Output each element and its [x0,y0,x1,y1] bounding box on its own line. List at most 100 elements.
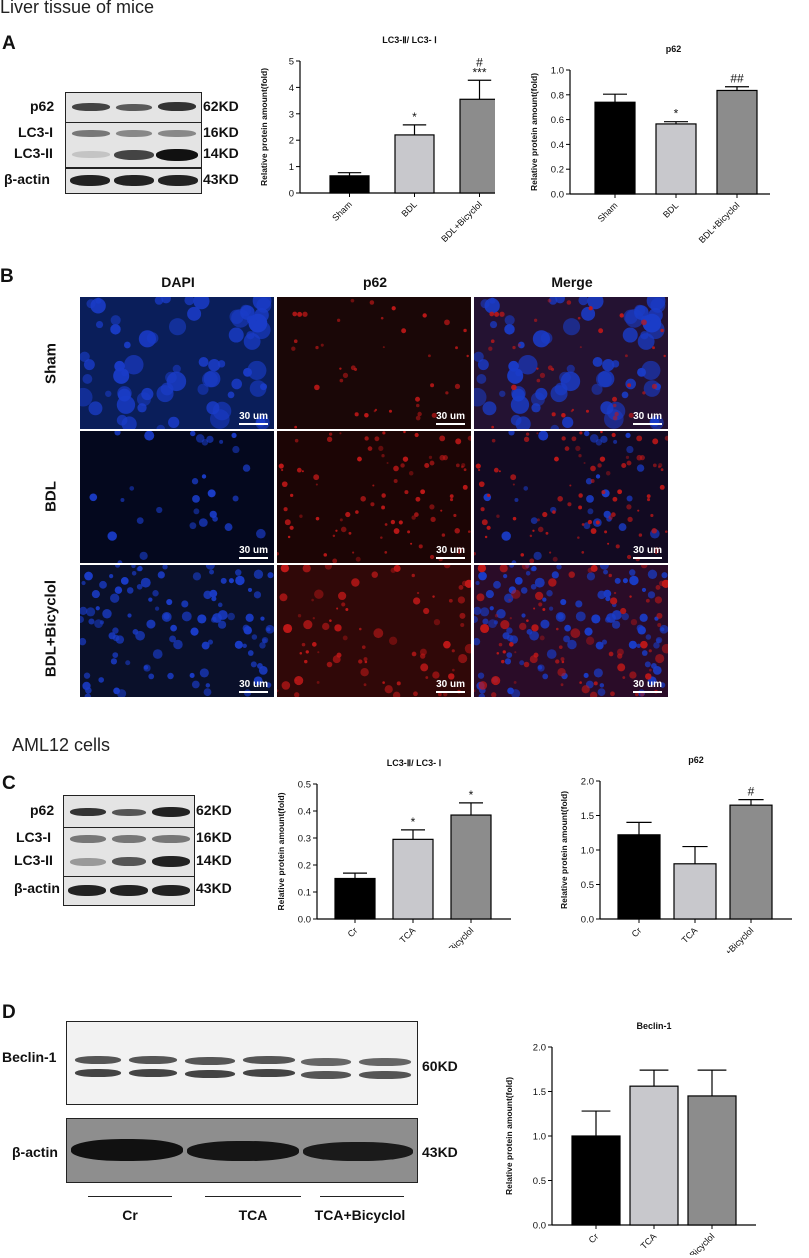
y-tick-label: 0.2 [551,165,564,176]
x-tick-label: BDL [661,200,680,219]
chart-title: p62 [666,44,682,54]
y-tick-label: 1.5 [533,1087,546,1098]
significance-mark: # [476,55,483,69]
blot-c-kd-actin: 43KD [196,880,232,896]
scale-bar-label: 30 um [633,679,662,690]
significance-mark: * [412,110,417,124]
if-row-bdl: BDL [42,481,60,512]
scale-bar: 30 um [633,545,662,559]
blot-c-label-lc3ii: LC3-II [14,852,53,868]
y-axis-label: Relative protein amount(fold) [504,1077,514,1195]
chart-a1: LC3-Ⅱ/ LC3- Ⅰ Relative protein amount(fol… [259,35,495,244]
bar-cr [334,877,376,920]
if-col-dapi: DAPI [161,274,195,290]
scale-bar: 30 um [436,545,465,559]
micrograph-sham-p62: 30 um [277,297,471,429]
blot-c-kd-lc3i: 16KD [196,829,232,845]
micrograph-sham-merge: 30 um [474,297,668,429]
bar-bdl [655,123,697,195]
if-col-p62: p62 [362,274,388,290]
blot-a-label-actin: β-actin [4,171,50,187]
micrograph-bdl-merge: 30 um [474,431,668,563]
y-axis-label: Relative protein amount(fold) [259,68,269,186]
section-title-aml12: AML12 cells [12,735,111,755]
y-tick-label: 1.0 [551,66,564,77]
blot-a-p62-strip [65,92,202,124]
x-tick-label: Sham [596,200,620,224]
blot-c-label-actin: β-actin [14,880,60,896]
bar-tca [392,838,434,920]
bar-tca-bicyclol [729,804,773,920]
blot-d-beclin-strip [66,1021,418,1105]
y-tick-label: 0.4 [551,140,564,151]
group-label-tca: TCA [238,1207,268,1223]
blot-a-kd-p62: 62KD [203,98,239,114]
bar-tca-bicyclol [687,1095,737,1226]
bar-bdl [394,134,435,194]
blot-a-kd-lc3ii: 14KD [203,145,239,161]
blot-a-lc3-strip [65,122,202,168]
group-line-tca-bicyclol [320,1196,404,1197]
blot-d-actin-strip [66,1118,418,1183]
chart-c2: p62 Relative protein amount(fold) 0.0 0.5 1.… [559,755,792,953]
scale-bar-line [239,557,268,559]
y-tick-label: 2 [289,136,294,147]
significance-mark: * [469,788,474,802]
if-row-sham: Sham [42,343,60,384]
group-label-cr: Cr [122,1207,138,1223]
bar-sham [329,175,370,194]
blot-c-actin-strip [63,876,195,906]
scale-bar-line [436,557,465,559]
bar-bdl-bicyclol [459,98,495,194]
x-tick-label: TCA+Bicyclol [430,925,475,948]
chart-c1: LC3-Ⅱ/ LC3- Ⅰ Relative protein amount(fol… [276,758,511,948]
y-tick-label: 0.8 [551,90,564,101]
blot-d-label-beclin: Beclin-1 [2,1049,57,1065]
y-tick-label: 1 [289,162,294,173]
blot-c-label-lc3i: LC3-I [16,829,51,845]
panel-letter-d: D [2,1002,16,1023]
y-axis-label: Relative protein amount(fold) [559,791,569,909]
x-tick-label: Sham [330,199,354,223]
if-row-bdl-bicyclol: BDL+Bicyclol [42,579,60,678]
y-axis-label: Relative protein amount(fold) [529,73,539,191]
panel-letter-c: C [2,773,16,794]
y-axis-label: Relative protein amount(fold) [276,792,286,910]
scale-bar-line [239,691,268,693]
chart-title: p62 [688,755,704,765]
if-col-merge: Merge [551,274,593,290]
chart-a2: p62 Relative protein amount(fold) 0.0 0.2 0.… [529,44,770,245]
y-tick-label: 0.3 [298,834,311,845]
micrograph-bdl-dapi: 30 um [80,431,274,563]
micrograph-bdl-bicyclol-merge: 30 um [474,565,668,697]
bar-tca-bicyclol [450,814,492,920]
x-tick-label: Cr [587,1231,601,1245]
y-tick-label: 0.6 [551,115,564,126]
significance-mark: *** [472,65,486,79]
scale-bar: 30 um [633,679,662,693]
blot-d-label-actin: β-actin [12,1144,58,1160]
y-tick-label: 1.0 [581,846,594,857]
y-tick-label: 1.5 [581,811,594,822]
scale-bar: 30 um [633,411,662,425]
scale-bar-label: 30 um [436,679,465,690]
section-title-liver: Liver tissue of mice [0,0,155,17]
blot-a-label-p62: p62 [30,98,55,114]
significance-mark: * [411,815,416,829]
scale-bar-label: 30 um [239,411,268,422]
chart-title: LC3-Ⅱ/ LC3- Ⅰ [382,35,437,45]
y-tick-label: 0.2 [298,861,311,872]
panel-letter-b: B [0,266,14,287]
scale-bar-line [239,423,268,425]
blot-d-kd-beclin: 60KD [422,1058,458,1074]
significance-mark: ## [730,72,744,86]
micrograph-bdl-bicyclol-dapi: 30 um [80,565,274,697]
scale-bar-label: 30 um [633,545,662,556]
blot-a-label-lc3ii: LC3-II [14,145,53,161]
x-tick-label: TCA [398,925,418,945]
y-tick-label: 0.4 [298,807,311,818]
y-tick-label: 0.0 [298,915,311,926]
scale-bar-label: 30 um [239,679,268,690]
y-tick-label: 5 [289,57,294,68]
scale-bar-line [633,557,662,559]
